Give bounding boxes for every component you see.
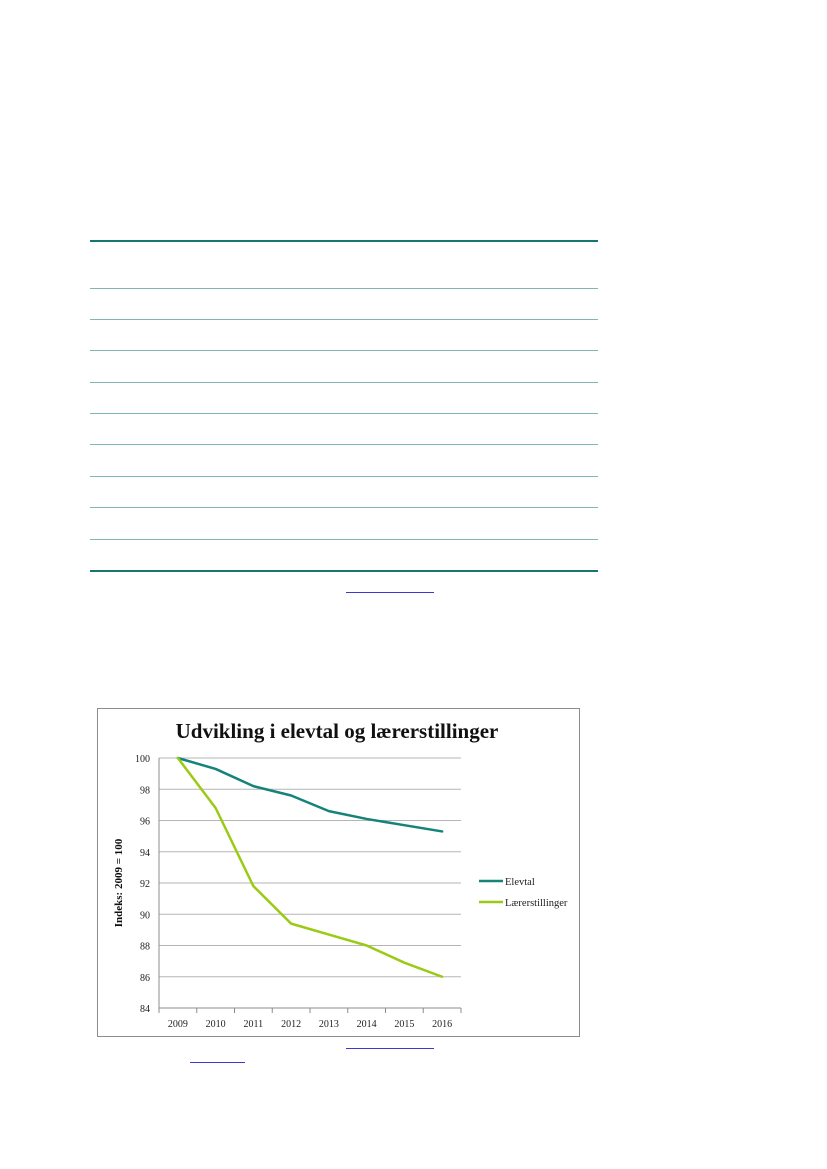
legend-label: Lærerstillinger — [505, 898, 568, 909]
series-line-2 — [176, 756, 444, 978]
line-chart: Udvikling i elevtal og lærerstillinger I… — [113, 719, 568, 1030]
y-tick-label: 86 — [140, 973, 150, 984]
x-tick-label: 2013 — [319, 1019, 339, 1030]
y-tick-label: 100 — [135, 754, 150, 765]
table-row-rule — [90, 319, 598, 320]
y-tick-label: 84 — [140, 1004, 150, 1015]
table-row-rule — [90, 539, 598, 540]
chart-source-link[interactable] — [346, 1048, 434, 1049]
table-row-rule — [90, 288, 598, 289]
y-tick-label: 96 — [140, 817, 150, 828]
table-source-link[interactable] — [346, 592, 434, 593]
y-tick-label: 98 — [140, 785, 150, 796]
chart-frame: Udvikling i elevtal og lærerstillinger I… — [97, 708, 580, 1037]
table-top-rule — [90, 240, 598, 242]
x-tick-label: 2009 — [168, 1019, 188, 1030]
x-tick-label: 2011 — [244, 1019, 264, 1030]
series-line-1 — [176, 756, 444, 833]
table-row-rule — [90, 350, 598, 351]
y-axis-label: Indeks: 2009 = 100 — [113, 838, 125, 927]
x-tick-label: 2016 — [432, 1019, 452, 1030]
legend-label: Elevtal — [505, 877, 535, 888]
y-tick-label: 88 — [140, 942, 150, 953]
y-tick-label: 92 — [140, 879, 150, 890]
table-row-rule — [90, 476, 598, 477]
chart-source-link-2[interactable] — [190, 1062, 245, 1063]
table-row-rule — [90, 444, 598, 445]
table-bottom-rule — [90, 570, 598, 572]
chart-title: Udvikling i elevtal og lærerstillinger — [176, 719, 499, 743]
table-row-rule — [90, 507, 598, 508]
y-tick-label: 90 — [140, 910, 150, 921]
table-row-rule — [90, 382, 598, 383]
table-row-rule — [90, 413, 598, 414]
x-tick-label: 2014 — [357, 1019, 377, 1030]
x-tick-label: 2012 — [281, 1019, 301, 1030]
x-tick-label: 2015 — [394, 1019, 414, 1030]
x-tick-label: 2010 — [206, 1019, 226, 1030]
y-tick-label: 94 — [140, 848, 150, 859]
